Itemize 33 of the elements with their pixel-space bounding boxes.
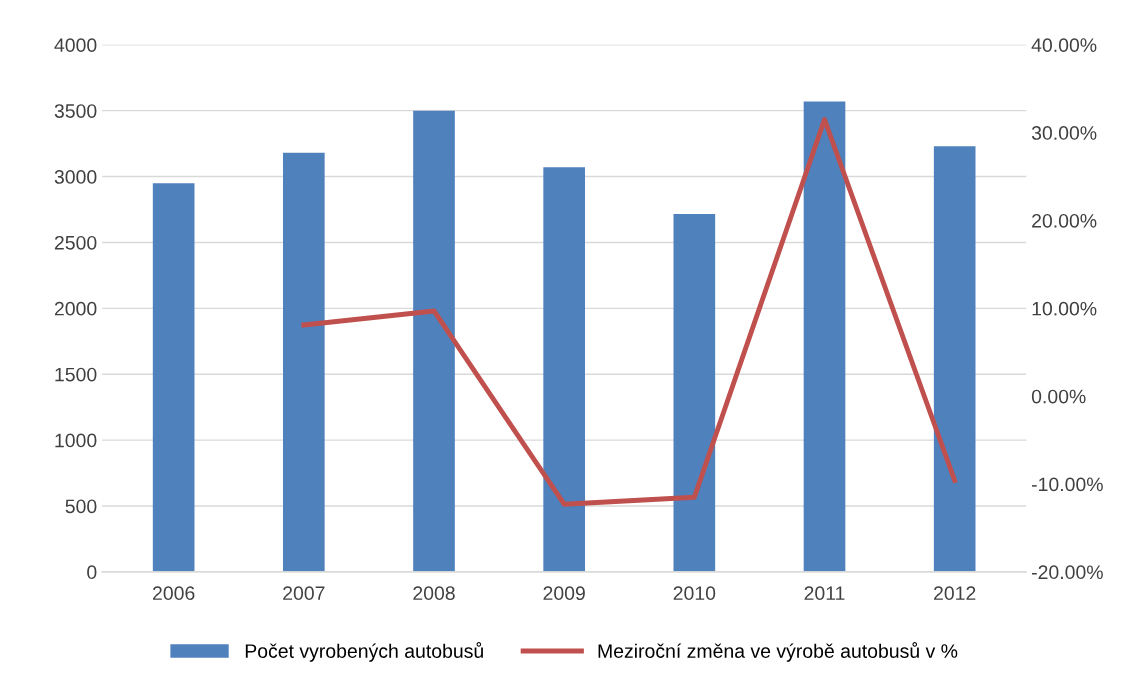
legend-label: Počet vyrobených autobusů — [245, 642, 483, 662]
bar — [413, 110, 455, 572]
x-tick-label: 2012 — [934, 586, 976, 601]
bar — [673, 214, 716, 572]
y2-tick-label: 40.00% — [1031, 38, 1097, 53]
y-tick-label: 500 — [65, 499, 97, 514]
x-tick-label: 2006 — [153, 586, 195, 601]
y2-tick-label: 0.00% — [1031, 389, 1086, 404]
bar — [283, 152, 325, 572]
x-tick-label: 2011 — [804, 586, 845, 601]
y-tick-label: 1000 — [55, 433, 97, 448]
bar — [152, 183, 195, 572]
x-tick-label: 2007 — [283, 586, 325, 601]
y-tick-label: 4000 — [54, 38, 97, 53]
y-tick-label: 2000 — [54, 301, 97, 316]
legend-label: Meziroční změna ve výrobě autobusů v % — [598, 642, 958, 662]
bar — [933, 146, 976, 572]
x-tick-label: 2008 — [413, 586, 455, 601]
y-tick-label: 3000 — [54, 170, 97, 184]
x-tick-label: 2010 — [673, 586, 716, 601]
y-tick-label: 2500 — [54, 235, 97, 250]
line-series — [301, 117, 958, 507]
y-tick-label: 0 — [87, 565, 97, 580]
x-tick-label: 2009 — [543, 586, 585, 601]
y2-tick-label: 20.00% — [1032, 213, 1097, 228]
bar — [803, 101, 846, 572]
y-tick-label: 3500 — [54, 104, 97, 118]
y-tick-label: 1500 — [55, 367, 97, 382]
y2-tick-label: 30.00% — [1031, 126, 1097, 140]
y2-tick-label: 10.00% — [1032, 301, 1097, 316]
bar — [543, 167, 585, 572]
y2-tick-label: -10.00% — [1031, 477, 1103, 492]
y2-tick-label: -20.00% — [1031, 565, 1103, 580]
